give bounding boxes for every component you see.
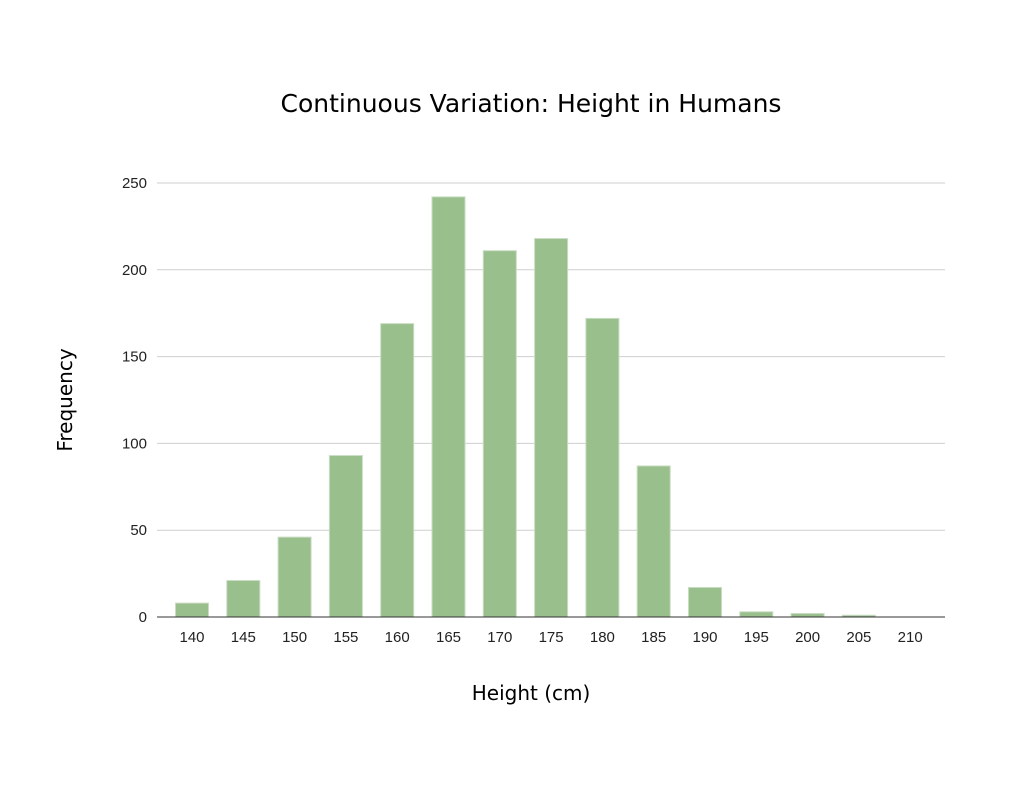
x-tick-label: 200 [795, 629, 820, 646]
y-tick-label: 150 [122, 349, 147, 366]
y-axis-title: Frequency [53, 348, 77, 451]
bar [739, 611, 774, 618]
x-tick-label: 205 [846, 629, 871, 646]
bars [175, 196, 876, 618]
y-tick-label: 200 [122, 262, 147, 279]
x-axis-title: Height (cm) [472, 681, 591, 705]
x-tick-label: 210 [898, 629, 923, 646]
x-tick-label: 195 [744, 629, 769, 646]
x-tick-label: 170 [487, 629, 512, 646]
x-tick-label: 145 [231, 629, 256, 646]
bar [534, 238, 569, 618]
x-tick-label: 175 [539, 629, 564, 646]
x-tick-label: 160 [385, 629, 410, 646]
chart-title: Continuous Variation: Height in Humans [281, 89, 782, 118]
bar [431, 196, 466, 618]
y-tick-labels: 0 50 100 150 200 250 [122, 175, 147, 626]
bar [226, 580, 261, 618]
x-tick-label: 155 [333, 629, 358, 646]
x-tick-label: 150 [282, 629, 307, 646]
x-tick-label: 190 [692, 629, 717, 646]
bar [277, 536, 312, 618]
bar [482, 250, 517, 618]
x-tick-label: 140 [179, 629, 204, 646]
bar [585, 317, 620, 618]
x-tick-label: 165 [436, 629, 461, 646]
bar [380, 323, 415, 618]
bar [688, 586, 722, 618]
y-tick-label: 250 [122, 175, 147, 192]
y-tick-label: 50 [130, 522, 147, 539]
bar [636, 465, 671, 618]
x-tick-label: 180 [590, 629, 615, 646]
y-tick-label: 0 [139, 609, 147, 626]
bar [328, 455, 363, 618]
y-tick-label: 100 [122, 435, 147, 452]
bar [790, 613, 825, 618]
bar [175, 602, 209, 618]
x-tick-labels: 140 145 150 155 160 165 170 175 180 185 190 195 200 2… [179, 629, 922, 646]
x-tick-label: 185 [641, 629, 666, 646]
